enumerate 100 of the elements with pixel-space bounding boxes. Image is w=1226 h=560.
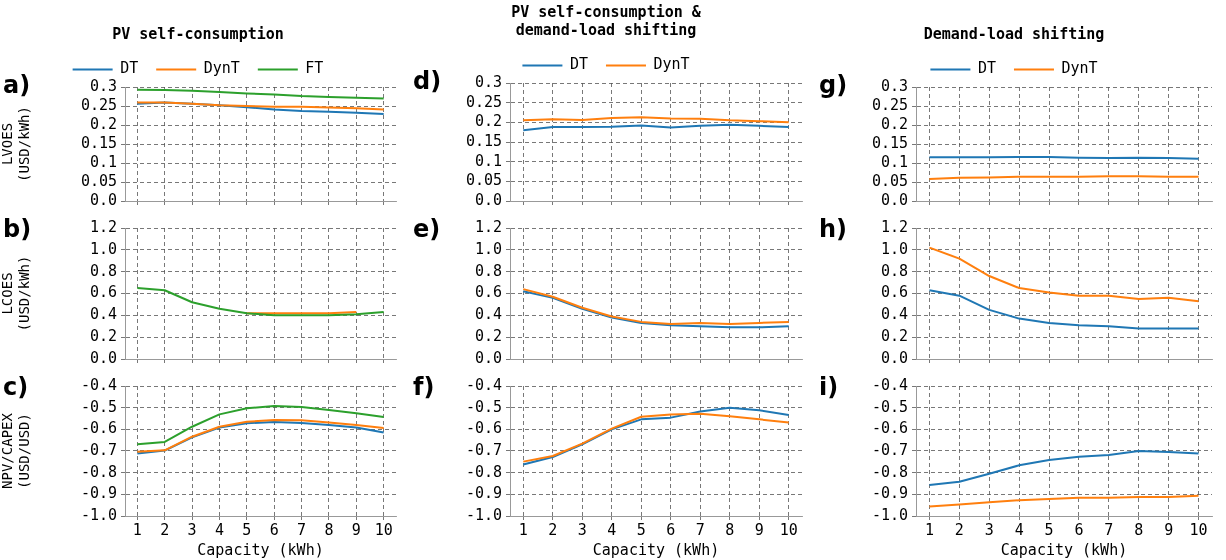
text: f)	[413, 373, 435, 402]
legend-label: DynT	[653, 55, 690, 74]
y-axis-title: LVOES (USD/kWh)	[0, 106, 32, 182]
y-tick-label: -0.8	[80, 462, 117, 481]
y-tick-label: 0.3	[474, 72, 502, 91]
y-tick-label: 1.2	[474, 217, 502, 236]
x-tick-label: 10	[1189, 520, 1208, 539]
y-tick-label: 0.15	[871, 133, 908, 152]
x-tick-label: 7	[297, 520, 307, 539]
y-tick-label: 0.25	[465, 92, 502, 111]
y-tick-label: -0.9	[465, 484, 502, 503]
x-axis-title: Capacity (kWh)	[197, 540, 324, 559]
x-tick-label: 8	[1134, 520, 1144, 539]
y-tick-label: -1.0	[80, 505, 117, 524]
y-tick-label: -0.6	[871, 419, 908, 438]
x-tick-label: 3	[577, 520, 587, 539]
y-tick-label: 0.2	[474, 327, 502, 346]
text: b)	[3, 215, 32, 244]
x-tick-label: 4	[214, 520, 224, 539]
y-tick-label: 0.6	[89, 283, 117, 302]
y-tick-label: -0.8	[871, 462, 908, 481]
x-tick-label: 2	[548, 520, 558, 539]
x-tick-label: 7	[1104, 520, 1114, 539]
x-tick-label: 8	[324, 520, 334, 539]
y-tick-label: 1.0	[474, 239, 502, 258]
y-tick-label: -0.7	[80, 440, 117, 459]
y-axis-title: NPV/CAPEX (USD/USD)	[0, 412, 32, 489]
text: i)	[819, 373, 839, 402]
chart-title: Demand-load shifting	[923, 24, 1105, 43]
text: g)	[819, 71, 848, 100]
y-tick-label: 0.6	[880, 283, 908, 302]
legend-label: DT	[120, 59, 139, 78]
y-tick-label: 0.3	[89, 76, 117, 95]
y-tick-label: -0.6	[465, 419, 502, 438]
y-tick-label: -0.5	[871, 397, 908, 416]
x-tick-label: 6	[1074, 520, 1084, 539]
x-tick-label: 9	[351, 520, 361, 539]
y-axis-title: LCOES (USD/kWh)	[0, 255, 32, 332]
y-tick-label: -0.6	[80, 419, 117, 438]
x-tick-label: 7	[695, 520, 705, 539]
x-tick-label: 2	[160, 520, 170, 539]
y-tick-label: -0.9	[80, 484, 117, 503]
x-tick-label: 9	[754, 520, 764, 539]
y-tick-label: 0.25	[80, 95, 117, 114]
y-tick-label: 0.05	[80, 171, 117, 190]
x-tick-label: 1	[518, 520, 528, 539]
y-tick-label: 0.05	[871, 171, 908, 190]
text: e)	[413, 215, 441, 244]
y-tick-label: 0.0	[880, 348, 908, 367]
x-tick-label: 5	[636, 520, 646, 539]
x-tick-label: 1	[924, 520, 934, 539]
x-tick-label: 10	[374, 520, 393, 539]
y-tick-label: 0.2	[89, 114, 117, 133]
text: h)	[819, 215, 848, 244]
x-tick-label: 4	[607, 520, 617, 539]
y-tick-label: -0.7	[871, 440, 908, 459]
y-tick-label: 1.2	[880, 217, 908, 236]
text: d)	[413, 67, 442, 96]
chart-title: PV self-consumption & demand-load shifting	[511, 2, 702, 39]
x-tick-label: 6	[666, 520, 676, 539]
y-tick-label: 0.4	[89, 305, 117, 324]
y-tick-label: -0.4	[80, 375, 117, 394]
y-tick-label: -1.0	[871, 505, 908, 524]
x-tick-label: 10	[779, 520, 798, 539]
y-tick-label: 0.2	[880, 114, 908, 133]
legend-label: DT	[569, 55, 588, 74]
legend-label: DynT	[203, 59, 240, 78]
x-tick-label: 5	[1044, 520, 1054, 539]
y-tick-label: 0.8	[474, 261, 502, 280]
y-tick-label: 0.2	[880, 327, 908, 346]
y-tick-label: 0.1	[880, 152, 908, 171]
y-tick-label: -1.0	[465, 505, 502, 524]
x-tick-label: 5	[242, 520, 252, 539]
x-tick-label: 6	[269, 520, 279, 539]
y-tick-label: 0.1	[474, 151, 502, 170]
text: c)	[3, 373, 29, 402]
x-tick-label: 2	[954, 520, 964, 539]
y-tick-label: -0.8	[465, 462, 502, 481]
y-tick-label: 0.2	[474, 112, 502, 131]
y-tick-label: 0.0	[880, 190, 908, 209]
y-tick-label: 0.3	[880, 76, 908, 95]
y-tick-label: 0.0	[89, 348, 117, 367]
y-tick-label: 0.25	[871, 95, 908, 114]
x-tick-label: 3	[984, 520, 994, 539]
y-tick-label: 0.15	[465, 131, 502, 150]
x-tick-label: 9	[1164, 520, 1174, 539]
y-tick-label: -0.7	[465, 440, 502, 459]
x-axis-title: Capacity (kWh)	[592, 540, 720, 559]
y-tick-label: 0.15	[80, 133, 117, 152]
x-tick-label: 3	[187, 520, 197, 539]
y-tick-label: 0.4	[880, 305, 908, 324]
y-tick-label: 0.8	[89, 261, 117, 280]
x-tick-label: 4	[1014, 520, 1024, 539]
legend-label: DT	[977, 59, 996, 78]
legend-label: FT	[305, 59, 324, 78]
y-tick-label: 0.6	[474, 283, 502, 302]
y-tick-label: 1.2	[89, 217, 117, 236]
y-tick-label: -0.5	[465, 397, 502, 416]
legend-label: DynT	[1061, 59, 1098, 78]
x-tick-label: 8	[725, 520, 735, 539]
